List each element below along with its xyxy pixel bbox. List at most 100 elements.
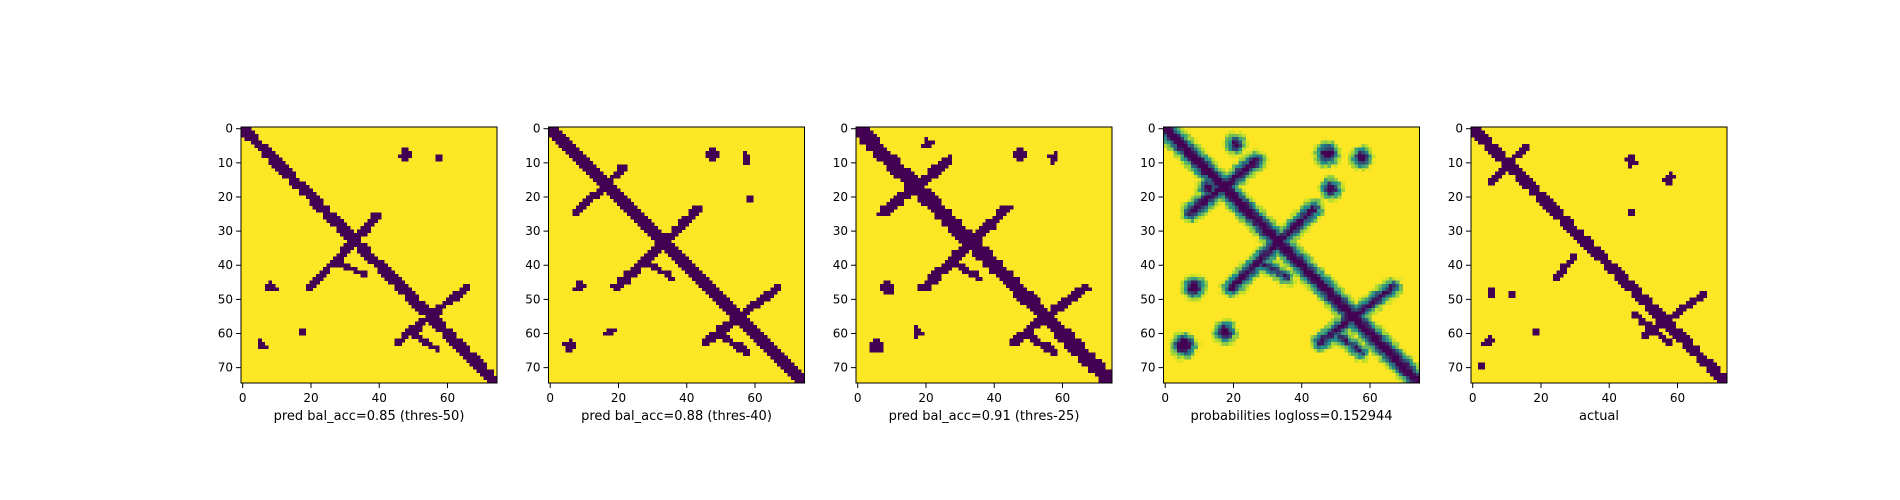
heatmap-cell [1347,297,1352,302]
heatmap-cell [1053,324,1058,329]
heatmap-cell [1559,208,1564,213]
heatmap-cell [1279,225,1284,230]
heatmap-cell [623,280,628,285]
heatmap-cell [862,127,867,131]
heatmap-cell [1187,133,1192,138]
heatmap-cell [261,147,266,152]
heatmap-cell [1218,290,1222,295]
heatmap-cell [1402,365,1407,370]
heatmap-cell [924,188,929,193]
heatmap-cell [1228,335,1233,339]
axes-frame [548,126,805,384]
heatmap-cell [1361,345,1366,350]
heatmap-cell [691,215,696,220]
heatmap-cell [1252,215,1257,220]
heatmap-cell [452,342,457,346]
heatmap-cell [1053,304,1058,309]
heatmap-cell [1334,311,1338,316]
heatmap-cell [712,331,717,336]
heatmap-cell [1347,352,1352,357]
heatmap-cell [1522,147,1526,152]
heatmap-cell [466,284,471,288]
heatmap-cell [647,229,652,234]
heatmap-cell [1207,205,1212,210]
heatmap-cell [1259,236,1263,240]
heatmap-cell [1201,188,1205,193]
heatmap-cell [794,379,799,384]
heatmap-cell [462,348,467,353]
heatmap-cell [1723,372,1728,377]
heatmap-cell [1238,178,1243,182]
heatmap-cell [746,324,751,329]
heatmap-cell [1183,277,1188,281]
heatmap-cell [937,212,942,217]
heatmap-cell [1354,311,1359,316]
heatmap-cell [944,161,949,165]
heatmap-cell [1053,307,1058,312]
heatmap-cell [1101,369,1106,374]
heatmap-cell [910,178,915,182]
heatmap-cell [1327,321,1332,326]
heatmap-cell [1026,335,1031,339]
heatmap-cell [900,195,905,200]
heatmap-cell [438,318,443,322]
heatmap-cell [1187,212,1192,217]
heatmap-cell [948,215,952,220]
heatmap-cell [1675,311,1680,316]
heatmap-cell [1242,266,1246,271]
heatmap-cell [1699,297,1704,302]
heatmap-cell [1655,311,1660,316]
heatmap-cell [1282,229,1287,234]
heatmap-cell [1337,147,1342,152]
heatmap-cell [992,270,997,275]
heatmap-cell [1323,147,1328,152]
heatmap-cell [1248,161,1253,165]
heatmap-cell [1009,205,1014,210]
heatmap-cell [1228,130,1233,135]
heatmap-cell [1317,342,1321,346]
heatmap-cell [1409,365,1414,370]
heatmap-cell [1672,335,1677,339]
heatmap-cell [1706,369,1711,374]
heatmap-cell [1488,147,1492,152]
heatmap-cell [766,297,771,302]
heatmap-cell [1665,314,1670,319]
heatmap-cell [1006,270,1010,275]
heatmap-cell [1238,154,1243,159]
heatmap-cell [275,287,279,292]
heatmap-cell [1293,243,1297,247]
heatmap-cell [985,249,990,254]
heatmap-cell [299,328,303,333]
heatmap-cell [1197,171,1202,176]
heatmap-cell [1323,144,1328,148]
heatmap-cell [1317,280,1321,285]
heatmap-cell [637,219,642,223]
heatmap-cell [1190,273,1195,278]
heatmap-cell [449,335,453,339]
heatmap-cell [1180,352,1185,357]
heatmap-cell [766,352,771,357]
heatmap-cell [1050,328,1055,333]
heatmap-cell [944,215,949,220]
heatmap-cell [1624,287,1629,292]
heatmap-cell [445,335,450,339]
heatmap-cell [1101,372,1106,377]
heatmap-cell [1641,297,1646,302]
heatmap-cell [367,249,372,254]
heatmap-cell [1597,253,1602,258]
heatmap-cell [1279,256,1284,261]
heatmap-cell [1238,161,1243,165]
heatmap-cell [1706,365,1711,370]
y-tick-label: 0 [1455,122,1463,136]
heatmap-cell [1378,331,1383,336]
heatmap-cell [1313,198,1318,203]
heatmap-cell [1662,335,1666,339]
heatmap-cell [1252,232,1257,237]
heatmap-cell [438,321,443,326]
heatmap-cell [794,369,799,374]
heatmap-cell [1310,198,1315,203]
heatmap-cell [1368,154,1373,159]
heatmap-cell [1614,273,1619,278]
heatmap-cell [346,263,351,268]
heatmap-cell [435,318,440,322]
